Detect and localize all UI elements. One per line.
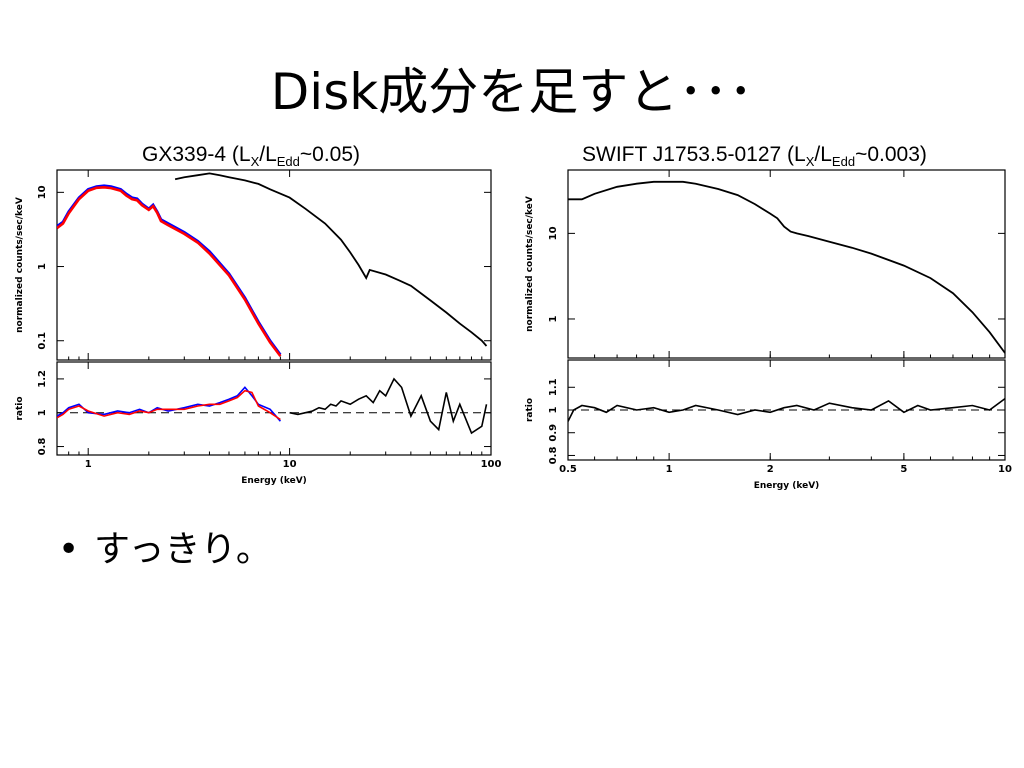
y-axis-label: normalized counts/sec/keV bbox=[525, 196, 535, 332]
caption-suffix: ~0.003) bbox=[855, 143, 927, 166]
spectrum-series bbox=[568, 180, 1005, 354]
ratio-axis-label: ratio bbox=[525, 398, 535, 422]
y-tick-label: 0.1 bbox=[37, 332, 48, 350]
spectrum-series bbox=[57, 185, 282, 357]
caption-prefix: SWIFT J1753.5-0127 (L bbox=[582, 143, 806, 166]
x-axis-label: Energy (keV) bbox=[754, 481, 820, 491]
y-tick-label: 1 bbox=[37, 409, 48, 416]
y-tick-label: 1 bbox=[37, 263, 48, 270]
bullet-dot: • bbox=[58, 529, 80, 570]
caption-sub-edd: Edd bbox=[831, 154, 856, 170]
caption-sub-x: X bbox=[250, 154, 260, 170]
caption-sub-edd: Edd bbox=[276, 154, 300, 170]
y-tick-label: 1.2 bbox=[37, 370, 48, 388]
y-tick-label: 0.8 bbox=[37, 438, 48, 456]
bullet-item: • すっきり。 bbox=[58, 528, 272, 572]
bullet-text: すっきり。 bbox=[94, 529, 272, 570]
y-tick-label: 10 bbox=[37, 185, 48, 199]
caption-sub-x: X bbox=[805, 154, 815, 170]
slide-title: Disk成分を足すと･･･ bbox=[270, 63, 754, 121]
right-spectrum-chart: 0.5 1 2 5 10 1 10 0.8 0.9 1 1.1 normalized counts/s… bbox=[525, 169, 1012, 491]
bottom-series-group bbox=[568, 397, 1005, 422]
y-tick-label: 0.8 bbox=[548, 447, 559, 465]
top-series-group bbox=[57, 172, 488, 357]
x-tick-label: 100 bbox=[481, 459, 502, 470]
right-panel-caption: SWIFT J1753.5-0127 (LX/LEdd~0.003) bbox=[582, 143, 927, 169]
x-tick-label: 0.5 bbox=[559, 464, 577, 475]
x-tick-label: 2 bbox=[767, 464, 774, 475]
ratio-series bbox=[57, 389, 281, 421]
spectrum-series bbox=[57, 184, 282, 356]
caption-mid: /L bbox=[814, 143, 832, 166]
spectrum-series bbox=[174, 172, 488, 347]
y-tick-label: 1.1 bbox=[548, 378, 559, 396]
bottom-panel-frame bbox=[56, 361, 492, 456]
bottom-series-group bbox=[57, 377, 488, 435]
ratio-series bbox=[289, 377, 488, 435]
top-panel-frame bbox=[567, 169, 1006, 359]
x-tick-label: 1 bbox=[85, 459, 92, 470]
y-tick-label: 0.9 bbox=[548, 424, 559, 442]
y-tick-label: 1 bbox=[548, 406, 559, 413]
ratio-series bbox=[57, 386, 282, 422]
ratio-axis-label: ratio bbox=[15, 396, 25, 420]
x-tick-label: 10 bbox=[283, 459, 297, 470]
left-panel-caption: GX339-4 (LX/LEdd~0.05) bbox=[142, 143, 360, 169]
x-tick-label: 5 bbox=[900, 464, 907, 475]
x-axis-label: Energy (keV) bbox=[241, 476, 307, 486]
caption-suffix: ~0.05) bbox=[299, 143, 361, 166]
y-tick-label: 10 bbox=[548, 226, 559, 240]
top-panel-frame bbox=[56, 169, 492, 361]
top-series-group bbox=[568, 180, 1005, 354]
x-tick-label: 1 bbox=[666, 464, 673, 475]
y-axis-label: normalized counts/sec/keV bbox=[15, 197, 25, 333]
ratio-series bbox=[568, 397, 1005, 422]
y-tick-label: 1 bbox=[548, 315, 559, 322]
caption-mid: /L bbox=[259, 143, 277, 166]
caption-prefix: GX339-4 (L bbox=[142, 143, 251, 166]
x-tick-label: 10 bbox=[998, 464, 1012, 475]
left-spectrum-chart: 1 10 100 0.1 1 10 0.8 1 1.2 normalized counts/sec… bbox=[15, 169, 502, 486]
